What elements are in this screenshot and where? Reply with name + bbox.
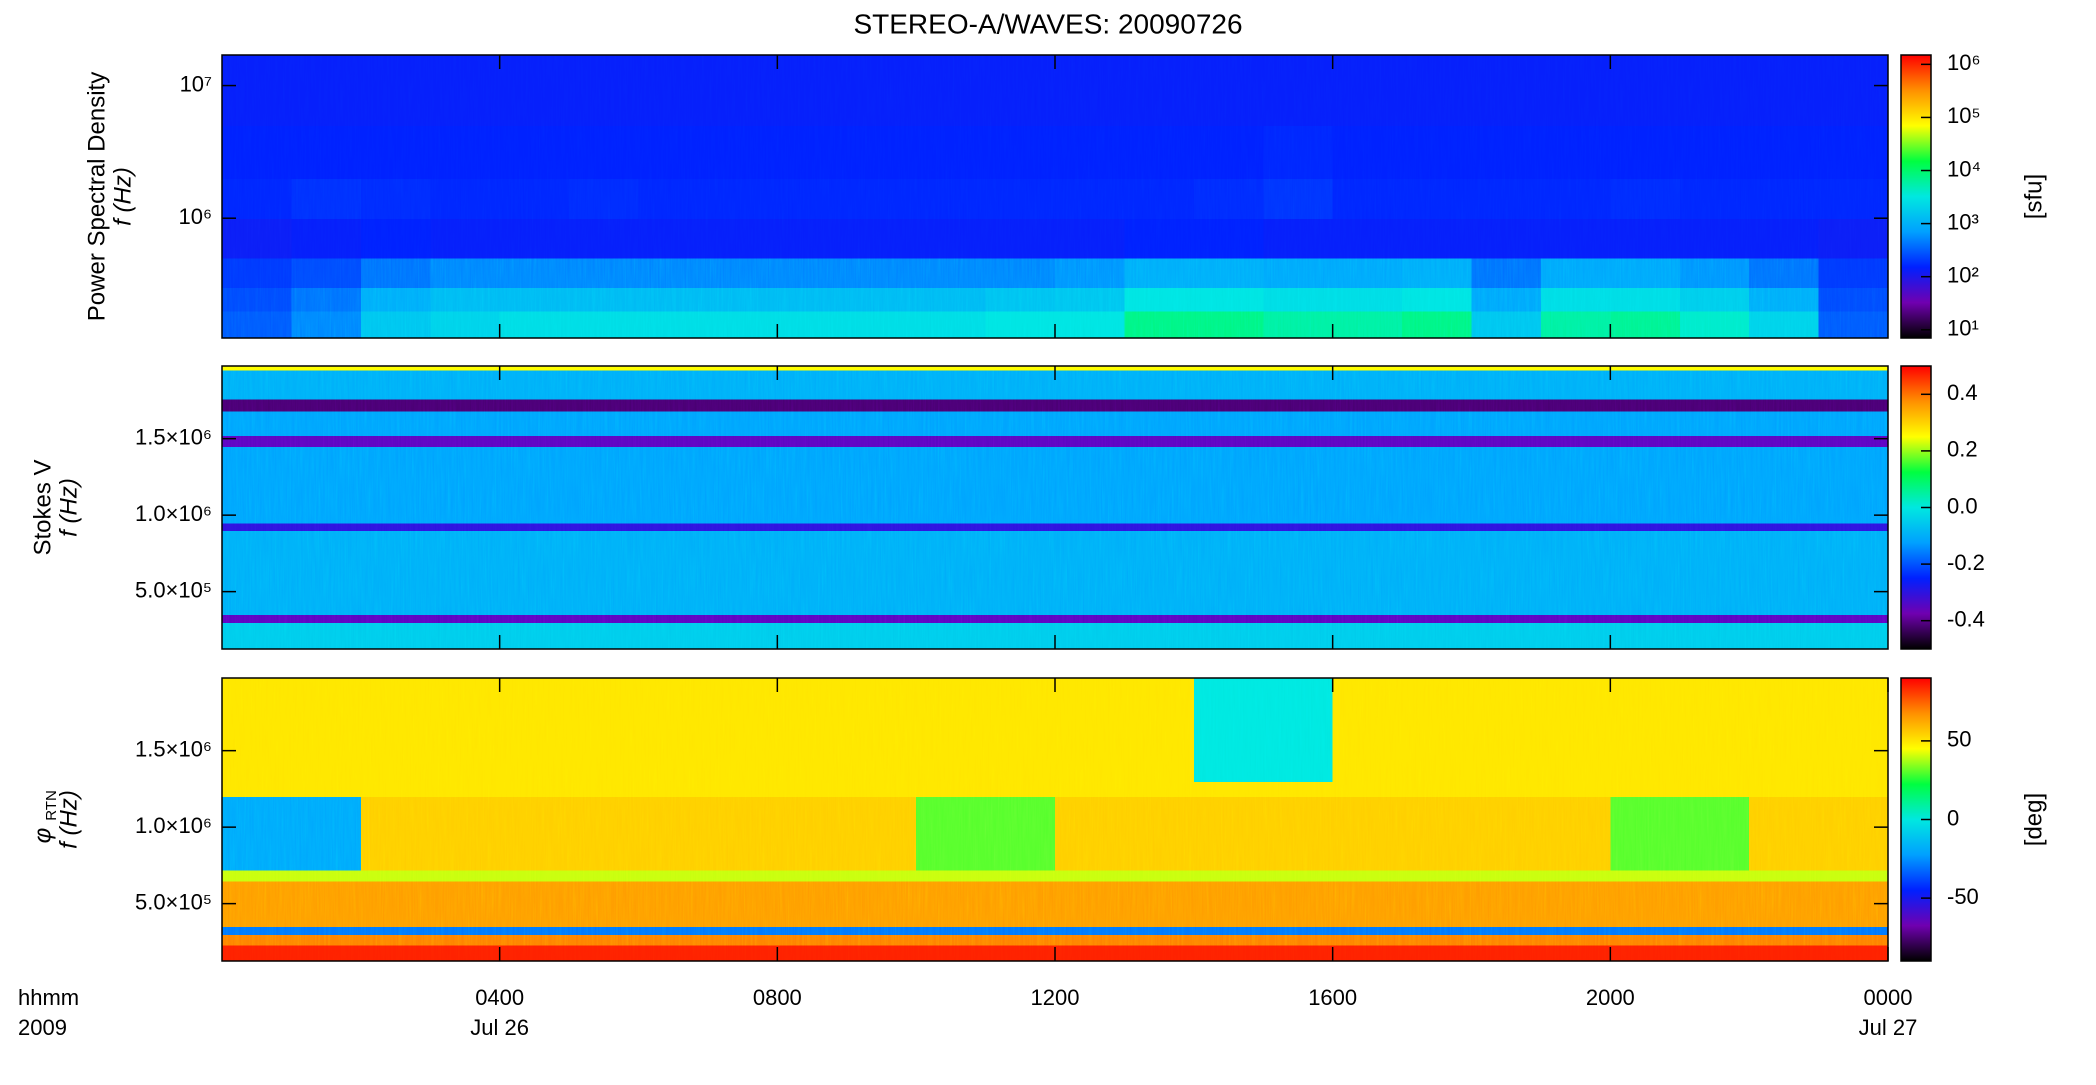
x-axis-label: hhmm [18, 985, 79, 1010]
colorbar-tick-label: 0.4 [1947, 380, 1978, 405]
colorbar-tick-label: 10¹ [1947, 316, 1979, 341]
y-axis-label-subscript: RTN [43, 790, 60, 821]
y-axis-label: φ [29, 828, 56, 844]
y-tick-label: 10⁷ [180, 71, 212, 96]
colorbar-tick-label: 10⁶ [1947, 50, 1981, 75]
colorbar-tick-label: 10³ [1947, 209, 1979, 234]
date-label: Jul 27 [1859, 1015, 1918, 1040]
y-tick-label: 1.5×10⁶ [135, 736, 212, 761]
colorbar-tick-label: 10⁴ [1947, 156, 1981, 181]
y-axis-label: Power Spectral Density [83, 72, 110, 321]
date-label: Jul 26 [470, 1015, 529, 1040]
y-tick-label: 1.0×10⁶ [135, 501, 212, 526]
y-tick-label: 5.0×10⁵ [135, 577, 212, 602]
colorbar-tick-label: 0.2 [1947, 437, 1978, 462]
x-tick-label: 1600 [1308, 985, 1357, 1010]
x-axis-label: 2009 [18, 1015, 67, 1040]
colorbar-label: [deg] [2020, 793, 2047, 846]
x-tick-label: 2000 [1586, 985, 1635, 1010]
chart-title: STEREO-A/WAVES: 20090726 [853, 8, 1242, 39]
y-axis-label: f (Hz) [55, 790, 82, 849]
colorbar [1900, 54, 1932, 339]
colorbar-tick-label: 0 [1947, 805, 1959, 830]
y-axis-label: Stokes V [29, 459, 56, 555]
colorbar-tick-label: 0.0 [1947, 493, 1978, 518]
y-tick-label: 10⁶ [178, 204, 212, 229]
x-tick-label: 0800 [753, 985, 802, 1010]
texture [222, 366, 1888, 649]
colorbar-tick-label: 10² [1947, 263, 1979, 288]
colorbar-label: [sfu] [2020, 174, 2047, 219]
y-tick-label: 1.5×10⁶ [135, 424, 212, 449]
colorbar-tick-label: -50 [1947, 884, 1979, 909]
x-tick-label: 0000 [1864, 985, 1913, 1010]
x-tick-label: 1200 [1031, 985, 1080, 1010]
colorbar-tick-label: 10⁵ [1947, 103, 1981, 128]
y-tick-label: 1.0×10⁶ [135, 813, 212, 838]
y-axis-label: f (Hz) [109, 167, 136, 226]
texture [222, 678, 1888, 961]
colorbar-tick-label: -0.2 [1947, 550, 1985, 575]
colorbar-tick-label: 50 [1947, 727, 1971, 752]
texture [222, 55, 1888, 338]
colorbar-tick-label: -0.4 [1947, 607, 1985, 632]
x-tick-label: 0400 [475, 985, 524, 1010]
y-tick-label: 5.0×10⁵ [135, 889, 212, 914]
y-axis-label: f (Hz) [55, 478, 82, 537]
